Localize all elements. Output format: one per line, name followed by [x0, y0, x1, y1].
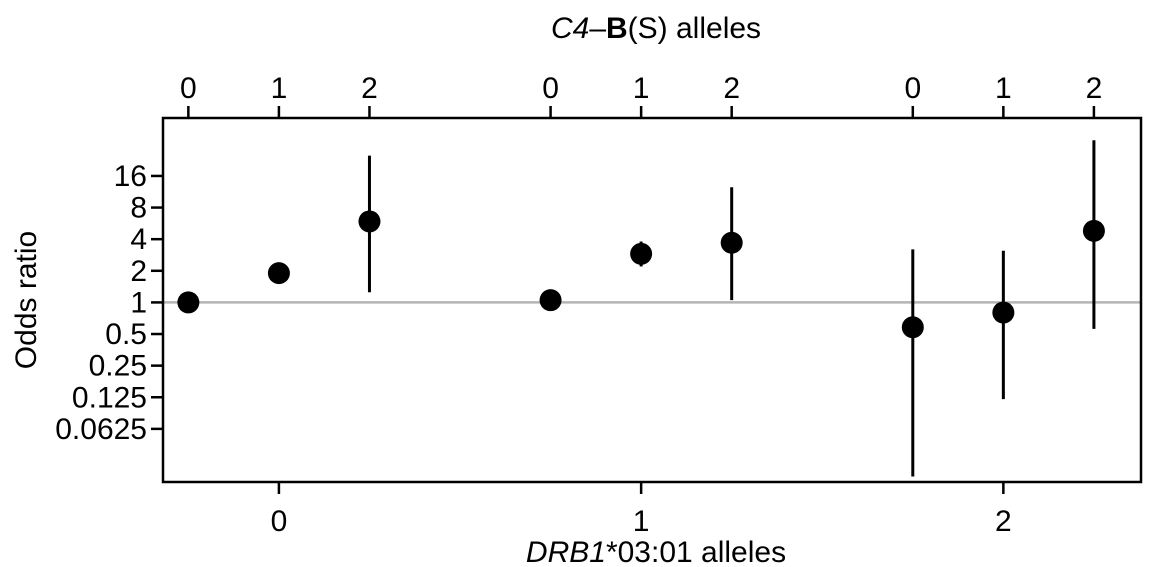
- odds-ratio-point: [1082, 219, 1105, 242]
- y-tick-label: 0.5: [105, 318, 147, 351]
- odds-ratio-point: [720, 231, 743, 254]
- odds-ratio-point: [177, 291, 200, 314]
- top-axis: 0 1 2 0 1 2 0 1 2: [180, 72, 1102, 118]
- y-tick-label: 4: [130, 223, 147, 256]
- top-tick-label: 2: [361, 72, 378, 105]
- y-tick-label: 0.25: [89, 350, 147, 383]
- odds-ratio-point: [539, 289, 562, 312]
- top-tick-label: 1: [271, 72, 288, 105]
- bottom-axis-title: DRB1*03:01 alleles: [526, 536, 786, 567]
- top-tick-label: 0: [904, 72, 921, 105]
- top-tick-label: 1: [995, 72, 1012, 105]
- odds-ratio-point: [267, 262, 290, 285]
- odds-ratio-point: [358, 210, 381, 233]
- top-tick-label: 0: [180, 72, 197, 105]
- top-axis-title: C4–B(S) alleles: [551, 12, 761, 45]
- top-tick-label: 1: [633, 72, 650, 105]
- bottom-tick-label: 1: [633, 505, 650, 538]
- y-tick-label: 8: [130, 192, 147, 225]
- odds-ratio-point: [630, 242, 653, 265]
- odds-ratio-point: [901, 316, 924, 339]
- top-tick-label: 0: [542, 72, 559, 105]
- bottom-tick-label: 2: [995, 505, 1012, 538]
- top-tick-label: 2: [1086, 72, 1103, 105]
- y-tick-label: 2: [130, 255, 147, 288]
- top-tick-label: 2: [723, 72, 740, 105]
- plot-frame: [161, 116, 1143, 484]
- y-axis-title: Odds ratio: [10, 231, 43, 369]
- odds-ratio-point: [992, 301, 1015, 324]
- y-tick-label: 1: [130, 286, 147, 319]
- y-tick-label: 16: [114, 160, 147, 193]
- y-tick-label: 0.125: [72, 381, 147, 414]
- bottom-axis: 0 1 2: [271, 482, 1012, 538]
- bottom-tick-label: 0: [271, 505, 288, 538]
- y-tick-label: 0.0625: [55, 413, 147, 446]
- data-points: [177, 140, 1105, 477]
